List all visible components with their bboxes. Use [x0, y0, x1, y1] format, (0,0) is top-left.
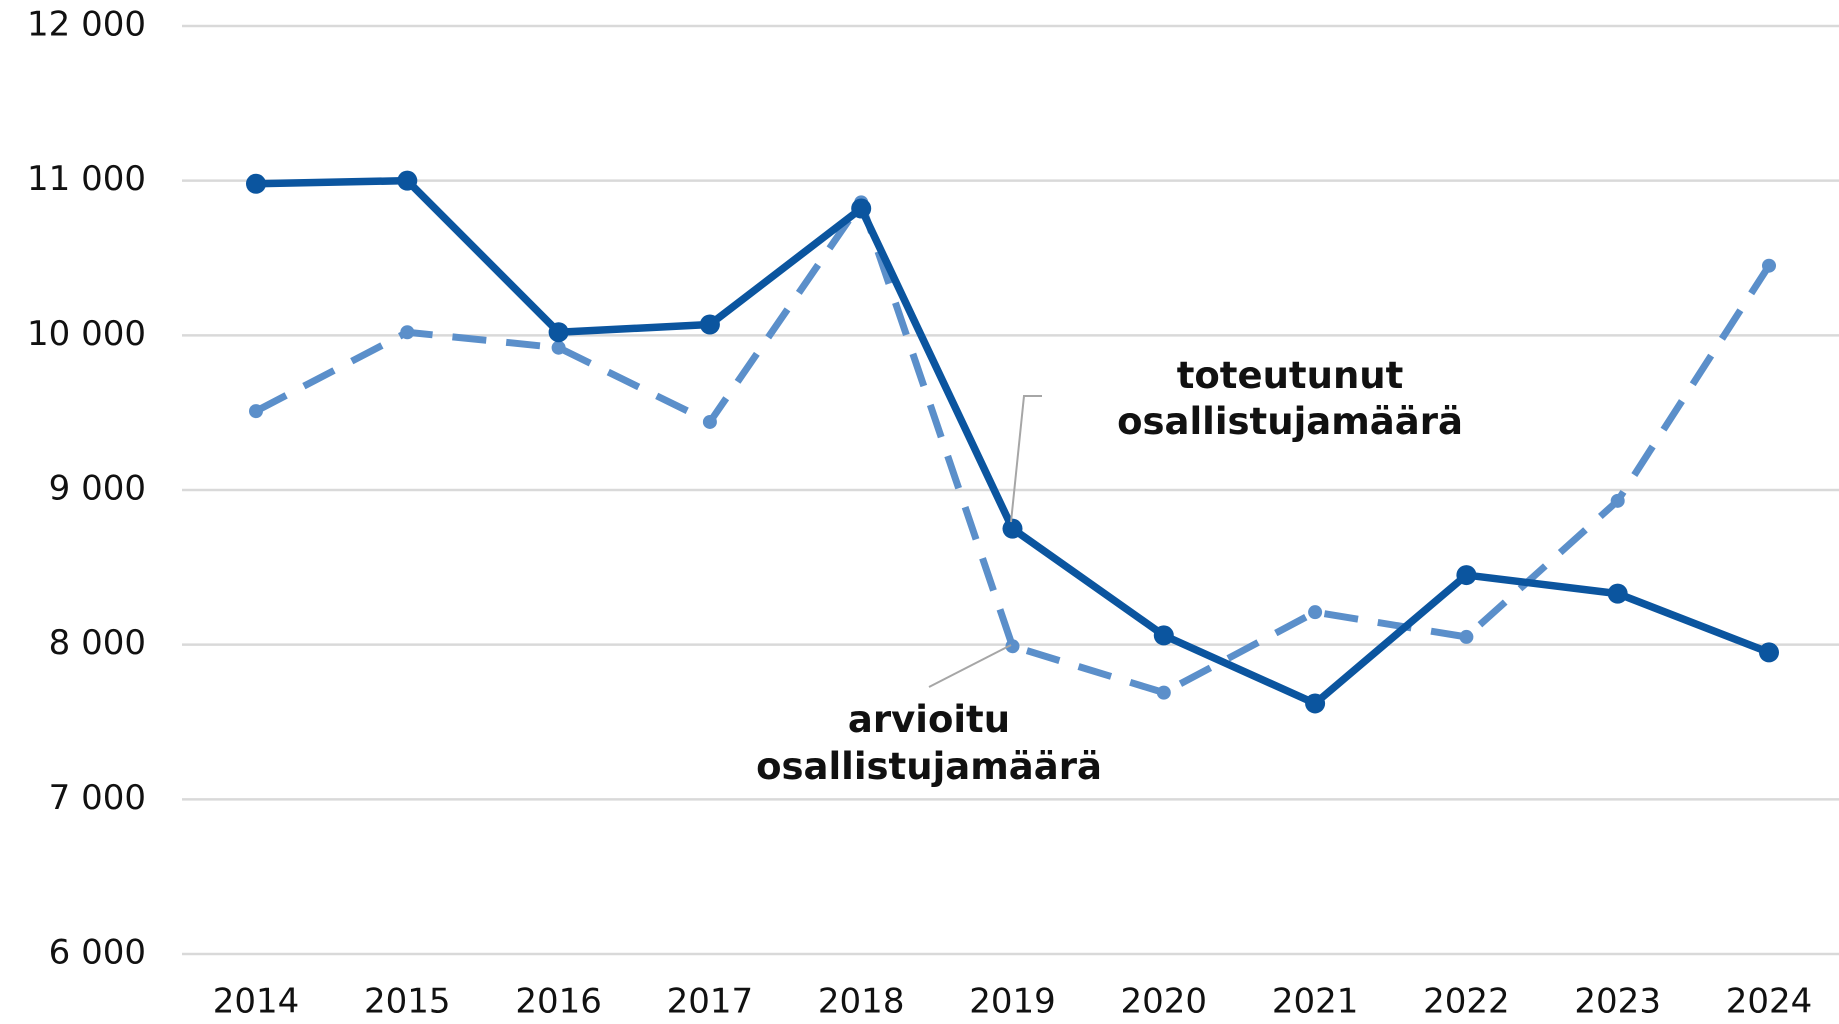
- data-point: [1459, 629, 1474, 644]
- x-tick-label: 2014: [213, 982, 300, 1022]
- x-tick-label: 2015: [364, 982, 451, 1022]
- data-point: [851, 198, 872, 219]
- data-point: [1610, 493, 1625, 508]
- data-point: [699, 314, 720, 335]
- x-tick-label: 2021: [1272, 982, 1359, 1022]
- data-point: [1762, 258, 1776, 273]
- data-point: [1759, 642, 1779, 663]
- y-tick-label: 7 000: [49, 778, 146, 818]
- leader-line: [1010, 395, 1042, 523]
- annotation-estimate: arvioitu osallistujamäärä: [756, 644, 1102, 788]
- x-tick-label: 2018: [818, 982, 905, 1022]
- y-tick-label: 6 000: [49, 933, 146, 973]
- x-tick-label: 2016: [515, 982, 602, 1022]
- data-point: [1153, 625, 1174, 646]
- x-tick-label: 2024: [1726, 982, 1813, 1022]
- leader-line: [928, 644, 1012, 688]
- x-tick-label: 2017: [667, 982, 754, 1022]
- annotation-text: osallistujamäärä: [1117, 400, 1463, 443]
- series-line: [254, 198, 1772, 697]
- x-tick-label: 2020: [1121, 982, 1208, 1022]
- annotation-text: toteutunut: [1177, 354, 1404, 397]
- data-point: [1456, 565, 1477, 586]
- data-point: [397, 170, 418, 191]
- y-tick-label: 9 000: [49, 469, 146, 509]
- y-tick-label: 10 000: [27, 314, 146, 354]
- data-point: [1156, 685, 1171, 700]
- data-point: [249, 404, 263, 419]
- data-point: [548, 322, 569, 343]
- x-tick-label: 2019: [969, 982, 1056, 1022]
- x-tick-label: 2022: [1423, 982, 1510, 1022]
- y-tick-label: 12 000: [27, 5, 146, 45]
- annotation-text: osallistujamäärä: [756, 745, 1102, 788]
- series-line: [252, 176, 1773, 708]
- plot: 6 000 7 000 8 000 9 000 10 000 11 000 12 000 20…: [27, 5, 1839, 1022]
- data-point: [246, 173, 266, 194]
- x-tick-label: 2023: [1574, 982, 1661, 1022]
- y-tick-label: 8 000: [49, 623, 146, 663]
- data-point: [1607, 583, 1628, 604]
- annotation-text: arvioitu: [848, 698, 1010, 741]
- data-point: [1005, 639, 1020, 654]
- data-point: [1305, 693, 1326, 714]
- data-point: [551, 340, 566, 355]
- data-point: [400, 325, 415, 340]
- annotation-actual: toteutunut osallistujamäärä: [1010, 354, 1463, 523]
- data-point: [1002, 518, 1023, 539]
- y-tick-label: 11 000: [27, 159, 146, 199]
- data-point: [1308, 605, 1323, 620]
- data-point: [702, 414, 717, 429]
